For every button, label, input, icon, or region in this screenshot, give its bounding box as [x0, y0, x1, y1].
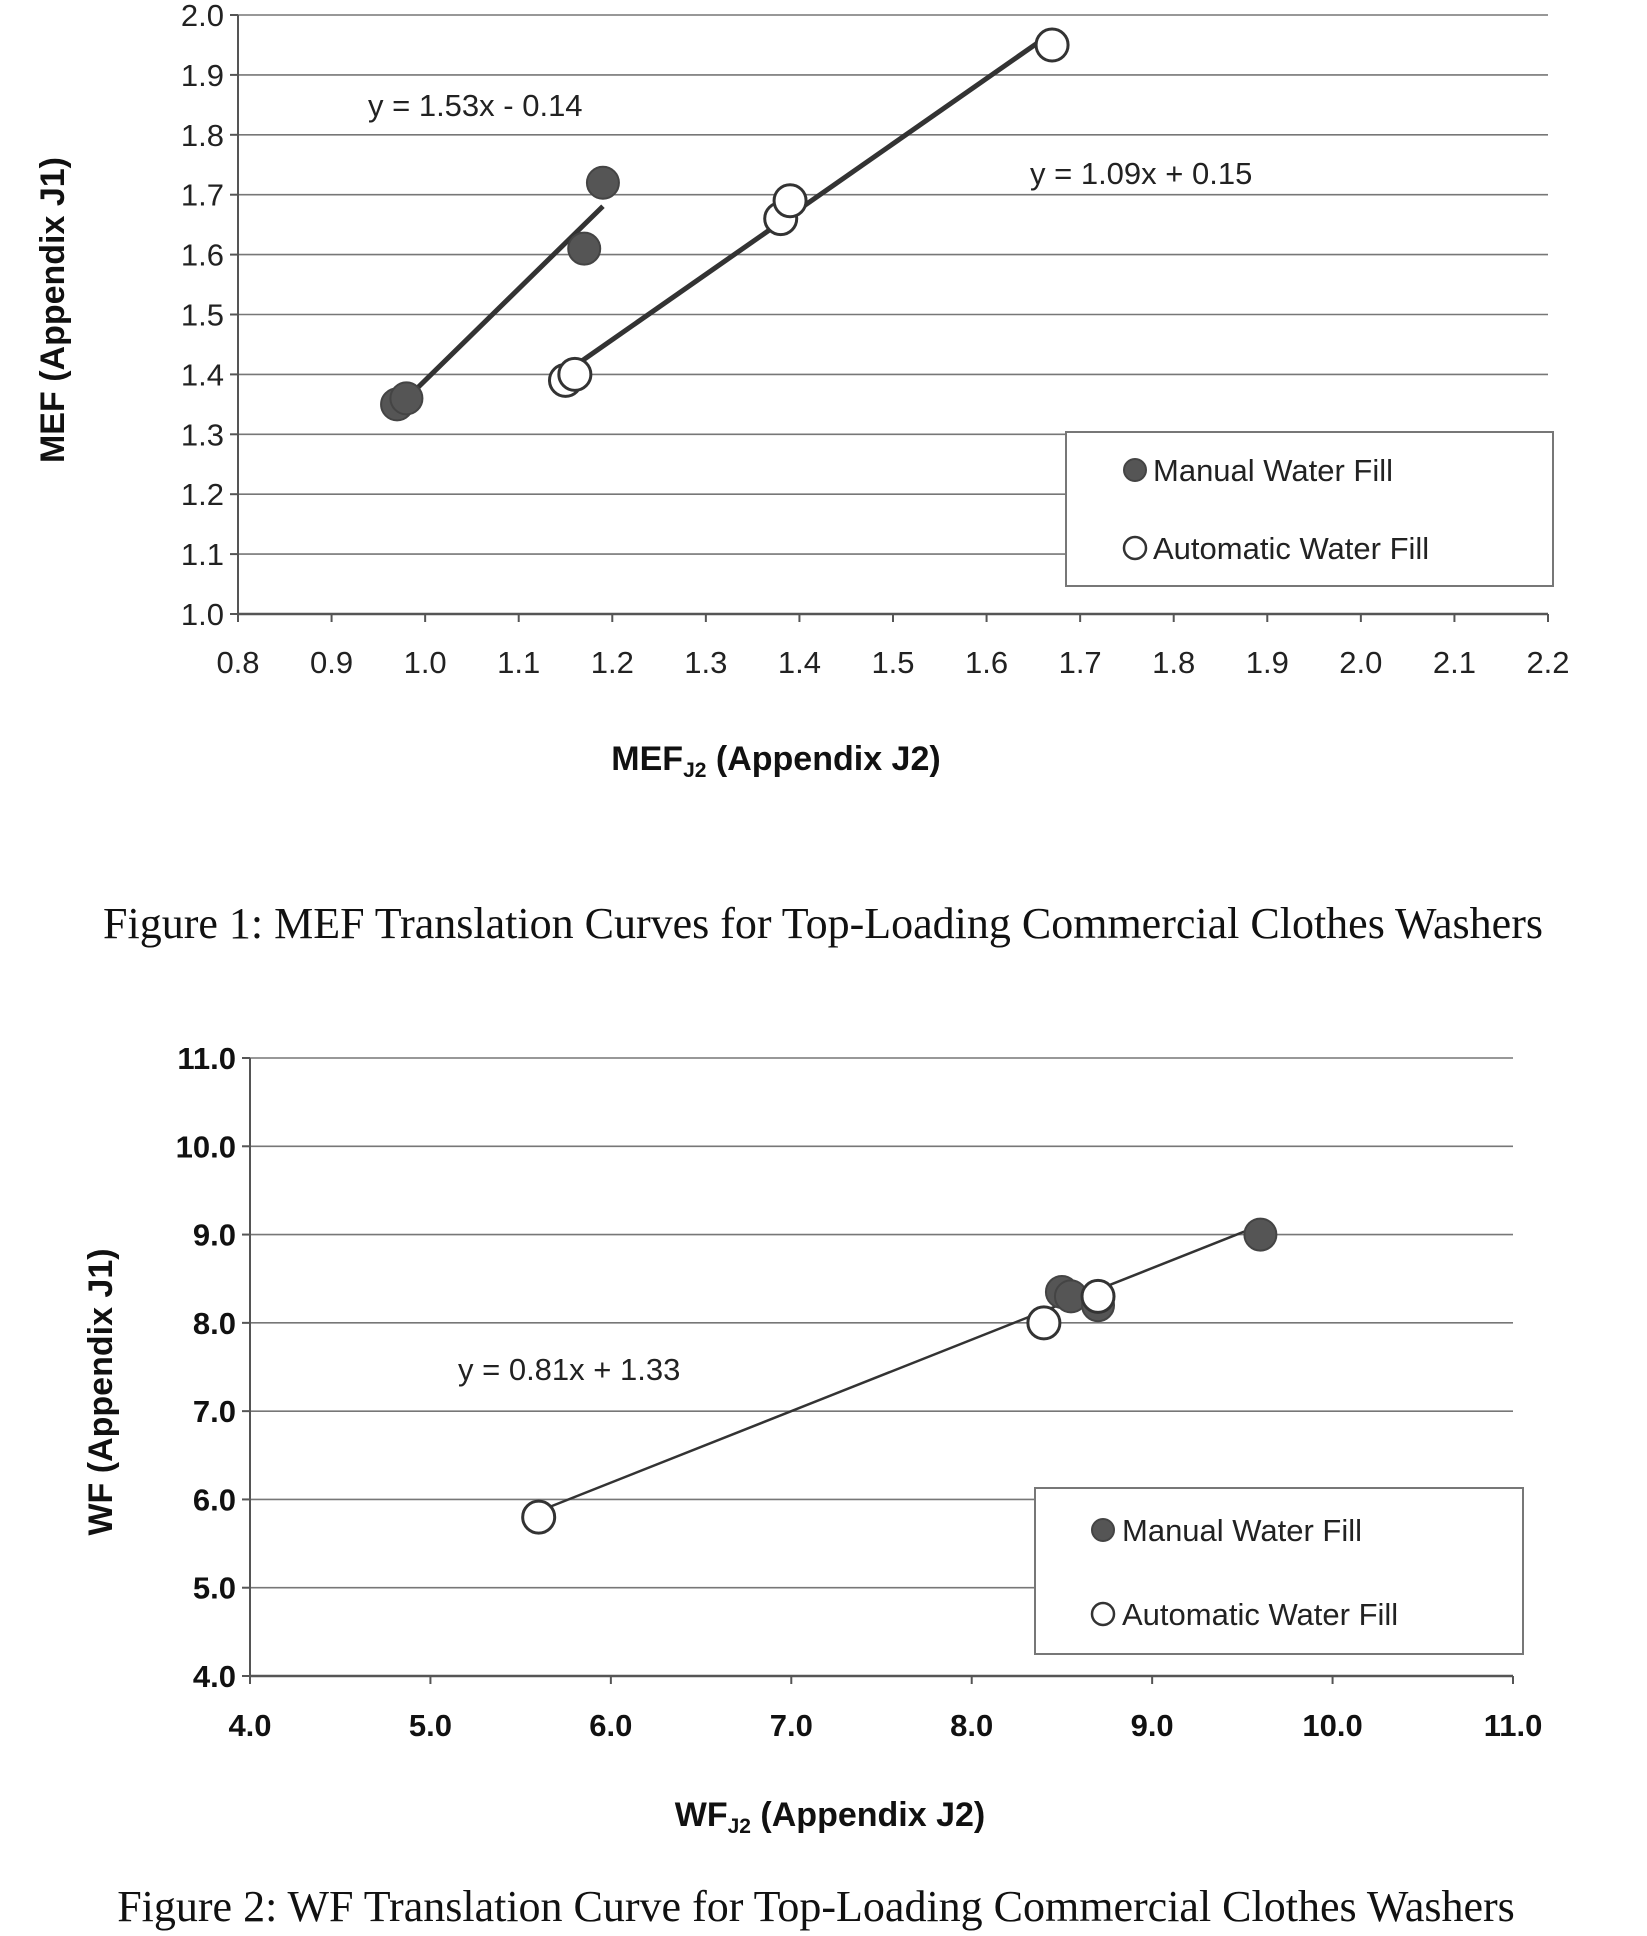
x-tick-label: 1.1 — [497, 645, 540, 680]
figure-2-legend-automatic-label: Automatic Water Fill — [1122, 1597, 1398, 1632]
figure-2-x-tick-labels: 4.0 5.0 6.0 7.0 8.0 9.0 10.0 11.0 — [228, 1708, 1542, 1743]
y-tick-label: 8.0 — [193, 1306, 236, 1341]
manual-point-3 — [585, 165, 620, 200]
y-tick-label: 1.1 — [181, 537, 224, 572]
x-tick-label: 2.1 — [1433, 645, 1476, 680]
figure-2-x-axis-title: WFJ2 (Appendix J2) — [675, 1796, 985, 1838]
figure-2-trendline — [538, 1224, 1261, 1513]
figure-2-chart: 4.0 5.0 6.0 7.0 8.0 9.0 10.0 11.0 4.0 5.0 6.0 7.0 8… — [82, 1041, 1542, 1838]
figure-1-x-axis-title-sub: J2 — [683, 759, 706, 782]
x-tick-label: 1.2 — [591, 645, 634, 680]
x-tick-label: 2.2 — [1526, 645, 1569, 680]
automatic-point-4 — [1034, 27, 1070, 63]
x-tick-label: 1.4 — [778, 645, 821, 680]
x-tick-label: 11.0 — [1484, 1708, 1543, 1743]
figure-1-legend: Manual Water Fill Automatic Water Fill — [1065, 431, 1554, 587]
figure-1-data-points — [380, 27, 1070, 422]
x-tick-label: 5.0 — [409, 1708, 452, 1743]
figure-2-legend: Manual Water Fill Automatic Water Fill — [1034, 1487, 1524, 1655]
y-tick-label: 1.4 — [181, 357, 224, 392]
automatic-point-1 — [557, 356, 593, 392]
figure-1-legend-manual-label: Manual Water Fill — [1153, 453, 1393, 488]
y-tick-label: 6.0 — [193, 1482, 236, 1517]
x-tick-label: 6.0 — [589, 1708, 632, 1743]
x-tick-label: 7.0 — [770, 1708, 813, 1743]
x-tick-label: 2.0 — [1339, 645, 1382, 680]
figure-2-data-points — [521, 1217, 1278, 1535]
x-tick-label: 0.8 — [216, 645, 259, 680]
figure-2-x-axis-title-sub: J2 — [728, 1815, 751, 1838]
automatic-point-3 — [772, 183, 808, 219]
y-tick-label: 1.5 — [181, 298, 224, 333]
y-tick-label: 1.9 — [181, 58, 224, 93]
y-tick-label: 1.2 — [181, 477, 224, 512]
figure-1-gridlines — [238, 14, 1548, 555]
figure-1-x-axis-title-main: MEF — [611, 740, 683, 778]
figure-1-legend-automatic-label: Automatic Water Fill — [1153, 531, 1429, 566]
y-tick-label: 1.0 — [181, 597, 224, 632]
y-tick-label: 1.8 — [181, 118, 224, 153]
figure-1-equation-manual: y = 1.53x - 0.14 — [368, 88, 583, 123]
figure-1-trendlines — [395, 30, 1054, 410]
x-tick-label: 1.7 — [1059, 645, 1102, 680]
figure-1-equation-automatic: y = 1.09x + 0.15 — [1030, 156, 1252, 191]
trendline — [538, 1224, 1261, 1513]
y-tick-label: 11.0 — [177, 1041, 236, 1076]
figure-2-x-axis-title-rest: (Appendix J2) — [751, 1796, 985, 1834]
x-tick-label: 1.8 — [1152, 645, 1195, 680]
manual-point-2 — [567, 231, 602, 266]
y-tick-label: 10.0 — [176, 1129, 236, 1164]
trendline-series-0 — [395, 204, 605, 410]
figure-1-y-tick-labels: 1.0 1.1 1.2 1.3 1.4 1.5 1.6 1.7 1.8 1.9 2.0 — [181, 0, 224, 632]
automatic-point-0 — [521, 1499, 557, 1535]
y-tick-label: 5.0 — [193, 1571, 236, 1606]
x-tick-label: 8.0 — [950, 1708, 993, 1743]
y-tick-label: 7.0 — [193, 1394, 236, 1429]
trendline-series-1 — [564, 30, 1054, 375]
figure-1-x-axis-title-rest: (Appendix J2) — [706, 740, 940, 778]
figure-2-legend-manual-label: Manual Water Fill — [1122, 1513, 1362, 1548]
figure-2-axes — [242, 1057, 1514, 1684]
figure-2-legend-manual-marker — [1091, 1518, 1115, 1542]
y-tick-label: 1.6 — [181, 238, 224, 273]
x-tick-label: 9.0 — [1131, 1708, 1174, 1743]
x-tick-label: 1.0 — [404, 645, 447, 680]
figure-1-legend-box — [1065, 431, 1554, 587]
x-tick-label: 1.6 — [965, 645, 1008, 680]
figure-2-y-tick-labels: 4.0 5.0 6.0 7.0 8.0 9.0 10.0 11.0 — [176, 1041, 236, 1694]
automatic-point-1 — [1026, 1305, 1062, 1341]
figure-2-equation: y = 0.81x + 1.33 — [458, 1352, 680, 1387]
figure-1-legend-automatic-marker — [1122, 535, 1148, 561]
x-tick-label: 1.9 — [1246, 645, 1289, 680]
figure-1-x-tick-labels: 0.8 0.9 1.0 1.1 1.2 1.3 1.4 1.5 1.6 1.7 1.8 1.9 2.0 2… — [216, 645, 1569, 680]
x-tick-label: 0.9 — [310, 645, 353, 680]
figure-1-axes — [230, 14, 1549, 622]
x-tick-label: 1.5 — [871, 645, 914, 680]
figure-2-legend-automatic-marker — [1090, 1601, 1116, 1627]
figure-2-caption: Figure 2: WF Translation Curve for Top-L… — [117, 1882, 1515, 1931]
x-tick-label: 1.3 — [684, 645, 727, 680]
figure-1-y-axis-title: MEF (Appendix J1) — [34, 157, 72, 463]
automatic-point-2 — [1080, 1278, 1116, 1314]
figure-1-caption: Figure 1: MEF Translation Curves for Top… — [103, 899, 1543, 948]
manual-point-1 — [389, 381, 424, 416]
figure-1-legend-manual-marker — [1123, 458, 1147, 482]
x-tick-label: 4.0 — [228, 1708, 271, 1743]
y-tick-label: 9.0 — [193, 1218, 236, 1253]
manual-point-3 — [1243, 1217, 1278, 1252]
figure-2-y-axis-title: WF (Appendix J1) — [82, 1248, 120, 1535]
figure-1-chart: 1.0 1.1 1.2 1.3 1.4 1.5 1.6 1.7 1.8 1.9 2.0 0.8 0.9… — [34, 0, 1570, 782]
y-tick-label: 4.0 — [193, 1659, 236, 1694]
figure-2-x-axis-title-main: WF — [675, 1796, 728, 1834]
y-tick-label: 1.7 — [181, 178, 224, 213]
figure-2-legend-box — [1034, 1487, 1524, 1655]
x-tick-label: 10.0 — [1302, 1708, 1362, 1743]
y-tick-label: 1.3 — [181, 417, 224, 452]
y-tick-label: 2.0 — [181, 0, 224, 33]
figure-1-x-axis-title: MEFJ2 (Appendix J2) — [611, 740, 940, 782]
